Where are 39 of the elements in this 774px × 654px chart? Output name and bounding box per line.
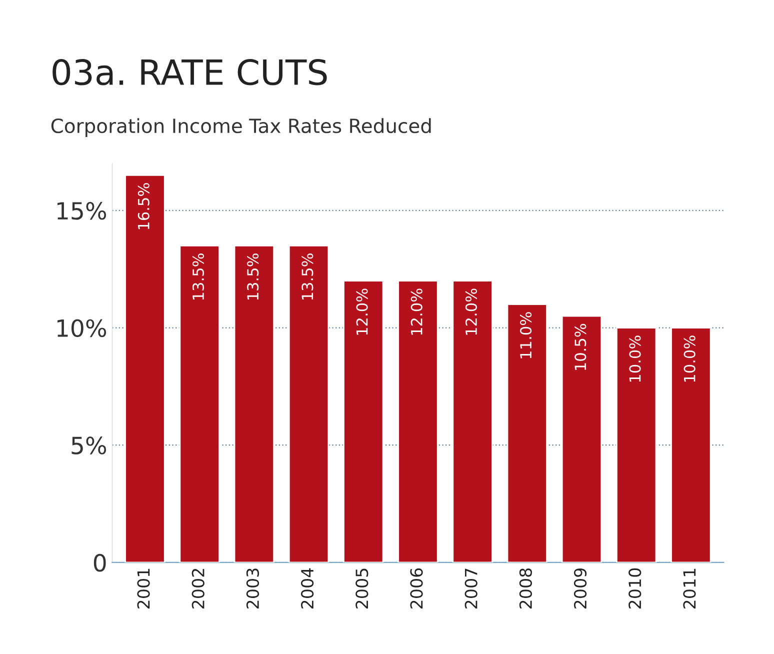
bar (616, 327, 657, 562)
y-tick-label: 0 (94, 554, 106, 572)
x-tick-label: 2008 (519, 568, 532, 608)
data-label: 12.0% (356, 288, 368, 335)
bar (452, 280, 493, 562)
y-tick-label: 10% (57, 319, 106, 338)
y-tick-label: 5% (72, 436, 106, 454)
x-tick-label: 2007 (464, 568, 478, 608)
bar (124, 174, 166, 562)
x-tick-label: 2001 (137, 568, 150, 608)
data-label: 16.5% (138, 183, 150, 230)
x-tick-label: 2004 (301, 568, 314, 608)
data-label: 13.5% (247, 254, 259, 300)
data-label: 13.5% (192, 254, 204, 300)
y-tick-label: 15% (57, 202, 106, 220)
x-tick-label: 2006 (410, 568, 423, 608)
x-tick-label: 2005 (356, 568, 368, 608)
bar (506, 304, 548, 562)
bar (288, 244, 330, 562)
bar (670, 327, 712, 562)
bar (234, 244, 275, 562)
chart-subtitle: Corporation Income Tax Rates Reduced (51, 118, 431, 137)
data-label: 13.5% (302, 254, 314, 300)
x-tick-label: 2009 (574, 568, 587, 608)
bar (398, 280, 438, 562)
chart-title: 03a. RATE CUTS (52, 59, 327, 86)
bar (561, 315, 602, 562)
data-label: 12.0% (410, 288, 422, 335)
data-label: 10.0% (629, 336, 641, 382)
data-label: 12.0% (465, 288, 477, 335)
data-label: 11.0% (520, 312, 532, 358)
bar (179, 244, 220, 562)
x-tick-label: 2003 (246, 568, 260, 608)
x-tick-label: 2010 (628, 568, 642, 608)
x-tick-label: 2011 (683, 568, 696, 608)
data-label: 10.0% (684, 336, 696, 382)
data-label: 10.5% (574, 324, 586, 370)
bar (343, 280, 384, 562)
x-tick-label: 2002 (192, 568, 204, 608)
